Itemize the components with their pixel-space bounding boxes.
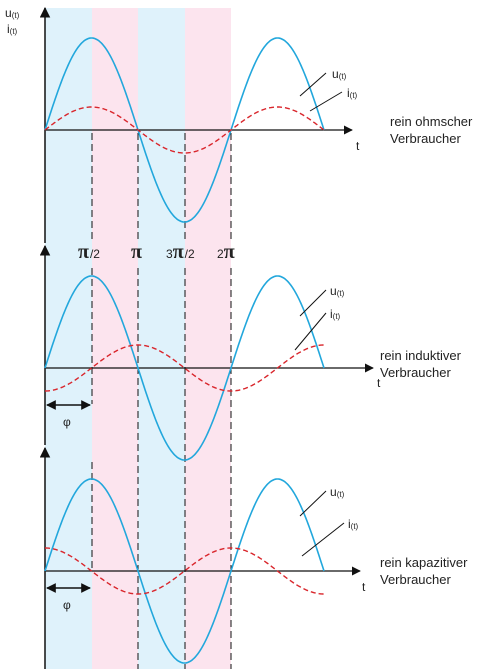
phi-label-capacitive: φ	[63, 598, 71, 612]
voltage-curve	[44, 275, 325, 461]
current-curve	[44, 106, 325, 154]
load-type-line1: rein ohmscher	[390, 114, 473, 129]
load-type-line2: Verbraucher	[390, 131, 461, 146]
phase-lines	[91, 133, 232, 669]
y-label-u: u(t)	[5, 6, 20, 20]
phi-label-inductive: φ	[63, 415, 71, 429]
band-q4	[185, 8, 231, 669]
tick-pi-half: π/2	[78, 241, 100, 263]
voltage-leader	[299, 490, 327, 517]
current-leader	[294, 312, 327, 351]
voltage-curve	[44, 478, 325, 664]
current-curve	[45, 344, 324, 392]
band-q3	[138, 8, 185, 669]
current-label: i(t)	[330, 307, 341, 321]
phi-indicators: φ φ	[46, 400, 91, 612]
tick-pi: π	[131, 241, 142, 263]
current-label: i(t)	[347, 86, 358, 100]
y-label-i: i(t)	[7, 22, 18, 36]
t-axis-label: t	[356, 139, 360, 153]
voltage-curve	[44, 37, 325, 223]
quarter-period-bands	[45, 8, 231, 669]
current-leader	[309, 91, 343, 112]
phase-tick-labels: π/2 π 3π/2 2π	[78, 241, 235, 263]
voltage-leader	[299, 72, 327, 97]
current-leader	[301, 522, 345, 557]
tick-three-pi-half: 3π/2	[166, 241, 195, 263]
band-q1	[45, 8, 92, 669]
y-axis-labels: u(t) i(t)	[5, 6, 20, 36]
voltage-label: u(t)	[330, 284, 345, 298]
t-axis-label: t	[377, 376, 381, 390]
load-type-line2: Verbraucher	[380, 572, 451, 587]
voltage-label: u(t)	[330, 485, 345, 499]
voltage-label: u(t)	[332, 67, 347, 81]
panel-2: u(t) i(t) t rein induktiver Verbraucher	[39, 244, 462, 461]
current-label: i(t)	[348, 517, 359, 531]
panel-1: u(t)i(t) t rein ohmscher Verbraucher	[39, 6, 473, 243]
voltage-leader	[299, 289, 327, 317]
band-q2	[92, 8, 138, 669]
t-axis-label: t	[362, 580, 366, 594]
panel-3: u(t) i(t) t rein kapazitiver Verbraucher	[39, 446, 468, 669]
load-type-line1: rein kapazitiver	[380, 555, 468, 570]
tick-two-pi: 2π	[217, 241, 235, 263]
load-type-line2: Verbraucher	[380, 365, 451, 380]
current-curve	[45, 547, 324, 595]
load-type-line1: rein induktiver	[380, 348, 462, 363]
